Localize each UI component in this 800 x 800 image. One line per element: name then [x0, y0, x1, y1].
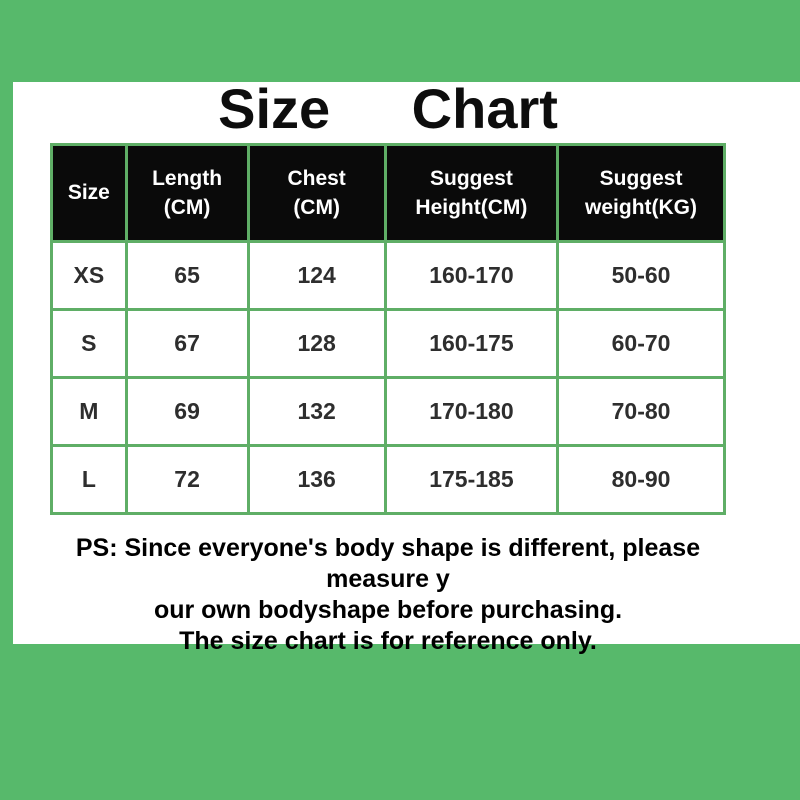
size-chart-card: Size Chart Size Length (CM) Chest (CM) S…: [13, 77, 800, 655]
table-cell: 124: [246, 240, 387, 311]
table-row-l: L 72 136 175-185 80-90: [50, 444, 726, 515]
table-row-xs: XS 65 124 160-170 50-60: [50, 240, 726, 311]
table-cell: 128: [246, 308, 387, 379]
header-cell-suggest-height: Suggest Height(CM): [383, 143, 560, 243]
table-cell: S: [50, 308, 128, 379]
disclaimer-note: PS: Since everyone's body shape is diffe…: [75, 534, 701, 655]
table-cell: 132: [246, 376, 387, 447]
table-cell: 160-170: [383, 240, 560, 311]
table-cell: 136: [246, 444, 387, 515]
table-cell: 70-80: [556, 376, 726, 447]
table-header-row: Size Length (CM) Chest (CM) Suggest Heig…: [50, 143, 726, 243]
table-cell: M: [50, 376, 128, 447]
table-cell: 60-70: [556, 308, 726, 379]
header-cell-length: Length (CM): [124, 143, 250, 243]
table-cell: 50-60: [556, 240, 726, 311]
table-cell: 72: [124, 444, 250, 515]
table-cell: 160-175: [383, 308, 560, 379]
header-cell-suggest-weight: Suggest weight(KG): [556, 143, 726, 243]
page-title: Size Chart: [218, 77, 558, 140]
header-cell-chest: Chest (CM): [246, 143, 387, 243]
size-table: Size Length (CM) Chest (CM) Suggest Heig…: [50, 143, 726, 515]
header-cell-size: Size: [50, 143, 128, 243]
table-cell: 69: [124, 376, 250, 447]
table-cell: L: [50, 444, 128, 515]
table-row-s: S 67 128 160-175 60-70: [50, 308, 726, 379]
table-cell: 67: [124, 308, 250, 379]
table-cell: 65: [124, 240, 250, 311]
table-row-m: M 69 132 170-180 70-80: [50, 376, 726, 447]
table-cell: 170-180: [383, 376, 560, 447]
table-cell: XS: [50, 240, 128, 311]
table-cell: 80-90: [556, 444, 726, 515]
table-cell: 175-185: [383, 444, 560, 515]
